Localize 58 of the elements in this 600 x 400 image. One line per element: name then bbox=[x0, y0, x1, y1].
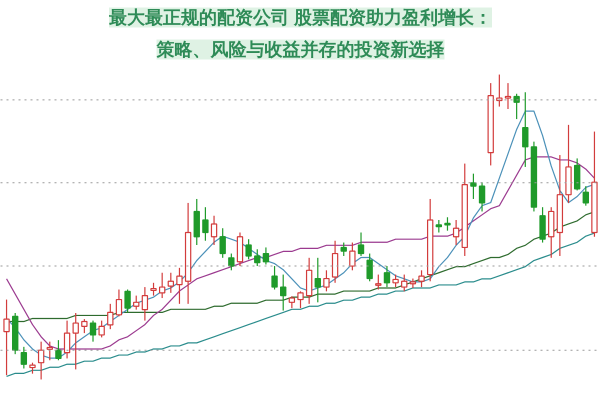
candlestick bbox=[280, 274, 286, 312]
candlestick bbox=[496, 74, 503, 108]
candlestick bbox=[90, 320, 96, 342]
candlestick bbox=[107, 303, 114, 330]
candlestick bbox=[116, 288, 122, 317]
candlestick bbox=[340, 242, 347, 257]
candlestick bbox=[142, 286, 148, 322]
candlestick bbox=[3, 298, 10, 376]
candlestick bbox=[401, 274, 408, 292]
candlestick bbox=[436, 219, 442, 234]
candlestick bbox=[262, 246, 270, 266]
candlestick bbox=[202, 206, 209, 242]
candlestick bbox=[349, 242, 356, 271]
candlestick bbox=[410, 278, 416, 289]
candlestick bbox=[478, 182, 486, 212]
candlestick bbox=[375, 274, 382, 290]
candlestick bbox=[384, 265, 390, 288]
candlestick bbox=[158, 272, 166, 299]
candlestick bbox=[288, 296, 296, 309]
candlestick bbox=[470, 173, 477, 200]
candlestick bbox=[323, 270, 330, 292]
candlestick bbox=[392, 274, 399, 288]
candlestick bbox=[176, 267, 183, 304]
candlestick bbox=[150, 282, 157, 296]
candlestick bbox=[133, 295, 140, 310]
chart-title: 最大最正规的配资公司 股票配资助力盈利增长： bbox=[108, 8, 492, 28]
candlestick bbox=[539, 206, 546, 244]
candlestick bbox=[210, 215, 218, 246]
candlestick bbox=[29, 362, 36, 374]
candlestick bbox=[314, 257, 321, 303]
candlestick bbox=[418, 270, 425, 288]
candlestick bbox=[64, 320, 70, 360]
candlestick bbox=[332, 240, 338, 284]
candlestick bbox=[168, 272, 174, 294]
candlestick bbox=[81, 318, 88, 334]
candlestick bbox=[513, 93, 520, 120]
candlestick bbox=[228, 252, 235, 271]
candlestick bbox=[46, 341, 53, 361]
chart-subtitle: 策略、风险与收益并存的投资新选择 bbox=[156, 40, 444, 60]
candlestick bbox=[504, 82, 512, 110]
candlestick bbox=[38, 341, 44, 380]
candlestick bbox=[219, 228, 226, 258]
candlestick bbox=[124, 288, 131, 313]
candlestick bbox=[358, 232, 364, 257]
candlestick bbox=[452, 219, 460, 246]
candlestick bbox=[245, 238, 252, 260]
candlestick bbox=[444, 216, 451, 232]
candlestick bbox=[254, 248, 260, 267]
candlestick bbox=[98, 320, 105, 338]
candlestick bbox=[297, 290, 304, 309]
candlestick bbox=[20, 346, 28, 370]
candlestick bbox=[574, 158, 580, 192]
candlestick bbox=[522, 92, 528, 168]
candlestick bbox=[271, 265, 278, 290]
candlestick bbox=[366, 252, 373, 282]
candlestick bbox=[582, 186, 589, 206]
candlestick bbox=[55, 340, 62, 361]
candlestick bbox=[72, 312, 79, 370]
